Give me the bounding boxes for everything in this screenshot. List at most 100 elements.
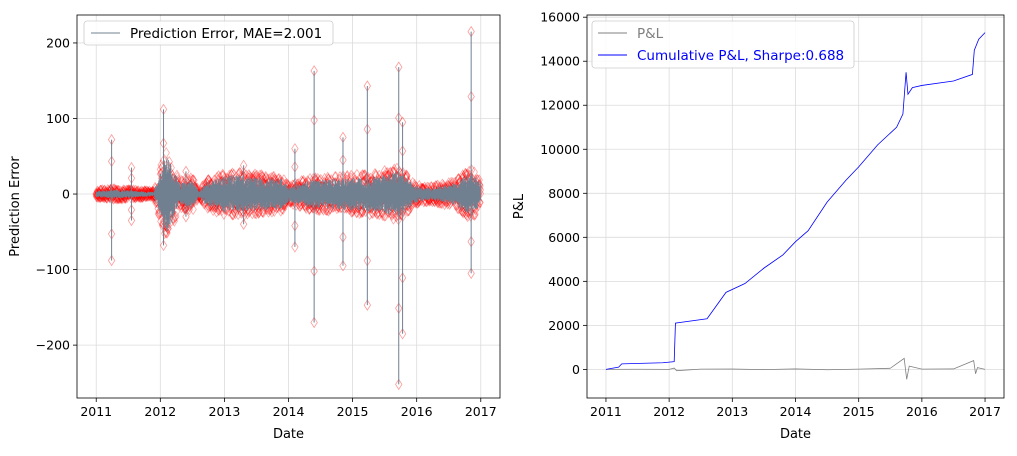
error-marker [359, 169, 367, 182]
error-marker [371, 205, 380, 218]
error-marker [294, 198, 303, 210]
error-marker [349, 205, 357, 217]
error-marker [229, 209, 237, 221]
error-marker [452, 199, 461, 212]
error-marker [209, 204, 217, 217]
error-marker [132, 186, 141, 198]
error-marker [355, 207, 364, 220]
error-marker [324, 205, 333, 217]
error-marker [181, 173, 190, 185]
x-tick-label: 2016 [401, 404, 433, 419]
y-tick-label: 14000 [540, 54, 580, 69]
y-tick-label: 0 [62, 187, 70, 202]
error-marker [266, 204, 275, 216]
error-marker [362, 172, 371, 185]
error-marker [375, 208, 383, 221]
y-tick-label: 0 [572, 362, 580, 377]
error-marker [144, 187, 152, 200]
error-marker [309, 202, 317, 214]
error-marker [360, 169, 368, 181]
error-marker [245, 172, 253, 184]
error-marker [434, 196, 442, 209]
pnl-chart: 2011 2012 2013 2014 2015 2016 2017 0 2000 4000 600… [512, 10, 1005, 442]
error-marker [258, 206, 267, 218]
error-marker [231, 207, 240, 220]
y-tick-label: 10000 [540, 142, 580, 157]
error-marker [225, 205, 233, 218]
error-marker [229, 204, 237, 216]
error-marker [323, 202, 332, 214]
error-marker [399, 167, 407, 179]
error-marker [264, 206, 273, 218]
error-marker [157, 215, 165, 228]
legend-label-prediction-error: Prediction Error, MAE=2.001 [130, 26, 322, 42]
error-marker [228, 208, 236, 220]
error-marker [404, 204, 412, 217]
x-tick-label: 2011 [80, 404, 112, 419]
error-marker [234, 203, 242, 216]
error-marker [242, 205, 251, 218]
error-marker [162, 226, 171, 239]
error-marker [454, 173, 462, 186]
error-marker [352, 206, 361, 219]
error-marker [404, 205, 412, 217]
error-marker [243, 208, 252, 220]
error-marker [164, 222, 172, 235]
error-marker [358, 169, 367, 181]
error-marker [252, 205, 260, 217]
error-marker [405, 204, 413, 217]
error-marker [163, 227, 171, 239]
legend-label-cumulative: Cumulative P&L, Sharpe:0.688 [637, 48, 844, 64]
error-marker [353, 168, 361, 181]
error-marker [212, 206, 221, 218]
error-marker [422, 195, 430, 208]
prediction-error-chart: 2011 2012 2013 2014 2015 2016 2017 −200 −100 0 100… [8, 14, 501, 442]
error-marker [270, 205, 278, 217]
error-marker [144, 185, 152, 198]
error-marker [262, 172, 270, 184]
error-marker [142, 186, 150, 199]
y-tick-label: 8000 [548, 186, 580, 201]
error-marker [268, 206, 276, 218]
error-marker [205, 201, 213, 213]
error-marker [130, 186, 138, 199]
error-marker [319, 202, 327, 215]
error-marker [218, 170, 227, 182]
y-tick-label: 6000 [548, 230, 580, 245]
error-marker [215, 203, 223, 215]
error-marker [399, 210, 407, 222]
error-marker [330, 200, 338, 213]
error-marker [380, 164, 389, 177]
error-marker [154, 207, 163, 220]
error-marker [254, 201, 262, 214]
x-tick-label: 2013 [716, 404, 748, 419]
error-marker [140, 186, 148, 199]
error-marker [381, 210, 390, 222]
error-marker [323, 204, 332, 216]
error-marker [275, 172, 283, 185]
error-marker [141, 186, 150, 198]
error-marker [295, 200, 304, 212]
error-marker [280, 174, 288, 186]
error-marker [389, 213, 398, 225]
error-marker [94, 187, 103, 199]
error-marker [358, 205, 366, 218]
x-axis-label: Date [273, 427, 304, 442]
error-marker [255, 206, 263, 219]
error-marker [262, 170, 270, 183]
error-marker [315, 202, 323, 215]
error-marker [256, 172, 265, 184]
error-marker [197, 193, 205, 205]
error-marker [254, 205, 262, 217]
error-marker [198, 194, 206, 207]
y-axis-label: Prediction Error [8, 156, 23, 257]
error-marker [229, 208, 237, 221]
error-marker [359, 205, 367, 218]
error-marker [428, 195, 436, 208]
error-marker [137, 185, 145, 197]
error-marker [347, 206, 356, 218]
error-marker [305, 202, 314, 215]
error-marker [384, 170, 393, 183]
error-marker [305, 202, 314, 215]
